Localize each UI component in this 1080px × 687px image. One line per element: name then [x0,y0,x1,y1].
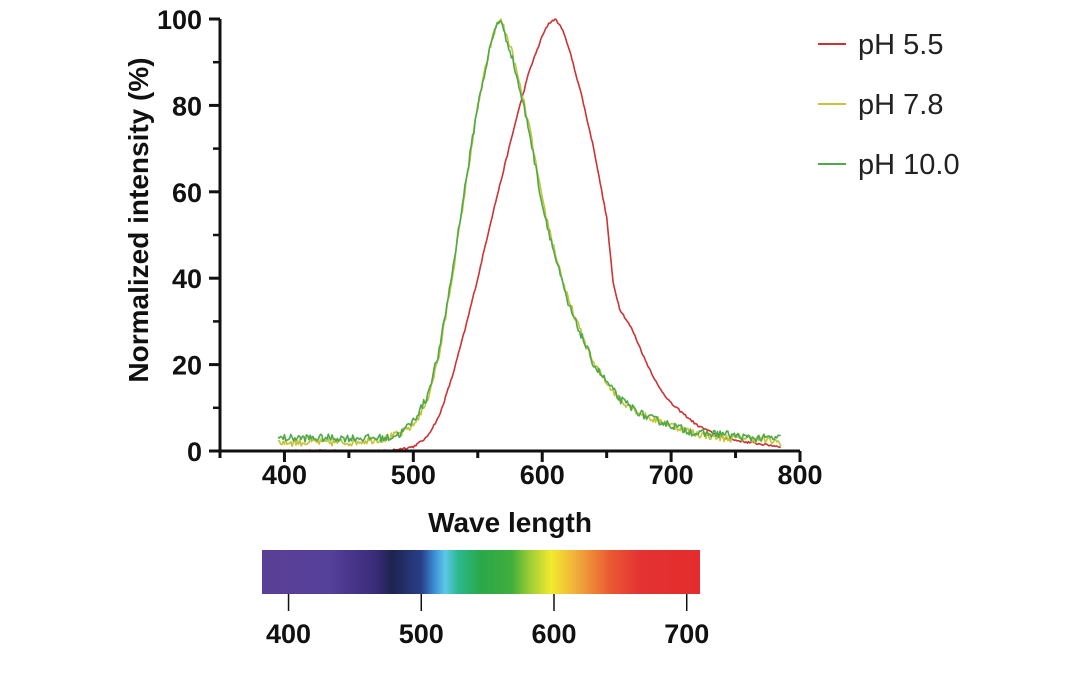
y-tick-label: 40 [172,264,202,294]
legend-label: pH 10.0 [858,149,960,181]
x-tick-label: 600 [520,460,565,490]
y-axis-title: Normalized intensity (%) [123,57,154,382]
y-tick-label: 60 [172,178,202,208]
series-line-ph-10-0 [277,20,781,443]
y-tick-label: 0 [187,437,202,467]
x-axis-title: Wave length [428,507,592,538]
legend: pH 5.5 pH 7.8 pH 10.0 [818,29,960,181]
axes [218,19,800,453]
spectrum-tick-label: 500 [399,619,444,649]
x-tick-label: 400 [262,460,307,490]
y-tick-label: 20 [172,351,202,381]
x-tick-label: 500 [391,460,436,490]
y-tick-label: 100 [157,5,202,35]
spectrum-tick-label: 400 [266,619,311,649]
x-tick-label: 700 [649,460,694,490]
spectrum-color-bar [262,550,700,594]
spectrum-ticks: 400 500 600 700 [266,594,709,649]
tick-marks [209,17,802,462]
plot-lines [277,18,782,452]
series-line-ph-7-8 [277,18,782,447]
spectrum-tick-label: 600 [531,619,576,649]
tick-labels: 0 20 40 60 80 100 400 500 600 700 800 [157,5,823,490]
legend-label: pH 7.8 [858,89,943,121]
legend-label: pH 5.5 [858,29,943,61]
spectrum-bar: 400 500 600 700 [262,550,709,649]
y-tick-label: 80 [172,91,202,121]
x-tick-label: 800 [777,460,822,490]
spectrum-tick-label: 700 [664,619,709,649]
series-line-ph-5-5 [277,18,782,452]
